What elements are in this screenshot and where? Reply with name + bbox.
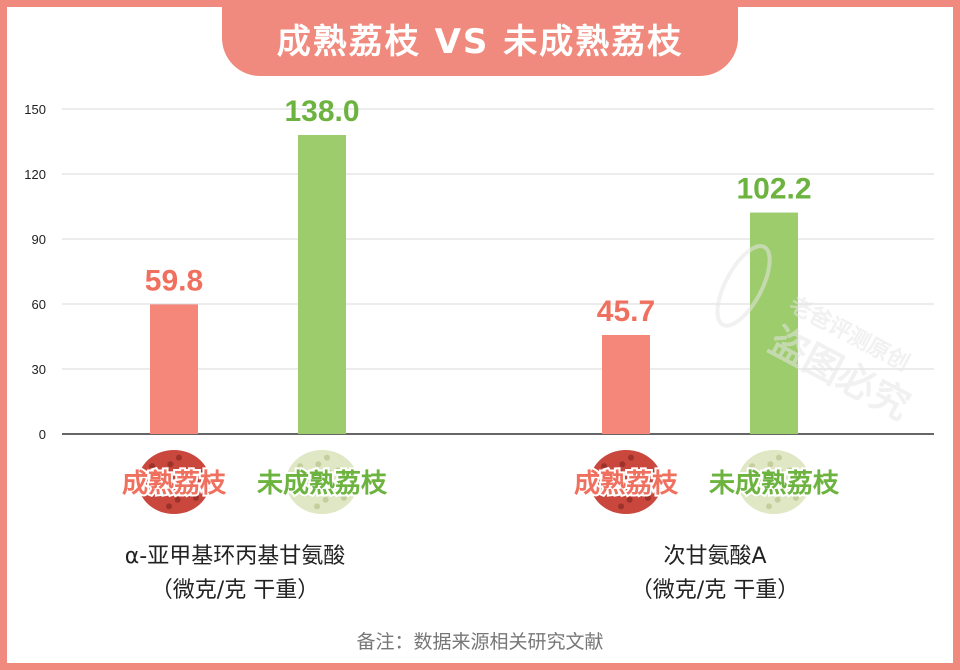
category-label-1: α-亚甲基环丙基甘氨酸 （微克/克 干重）	[40, 540, 430, 608]
y-tick-label: 90	[32, 232, 46, 247]
series-name-label: 成熟荔枝	[122, 468, 227, 499]
category-label-2-line1: 次甘氨酸A	[663, 544, 767, 569]
bar	[298, 135, 346, 434]
bar	[602, 334, 650, 434]
data-label: 102.2	[736, 173, 811, 206]
y-tick-label: 0	[39, 427, 46, 442]
source-note: 备注：数据来源相关研究文献	[356, 631, 604, 653]
category-label-1-line1: α-亚甲基环丙基甘氨酸	[124, 544, 346, 569]
category-label-2-line2: （微克/克 干重）	[630, 578, 800, 603]
unripe-lychee-icon	[738, 450, 810, 514]
unripe-lychee-icon	[286, 450, 358, 514]
ripe-lychee-icon	[138, 450, 210, 514]
y-tick-label: 120	[24, 167, 46, 182]
category-label-1-line2: （微克/克 干重）	[150, 578, 320, 603]
y-tick-label: 150	[24, 102, 46, 117]
y-tick-label: 30	[32, 362, 46, 377]
series-name-label: 未成熟荔枝	[257, 468, 388, 499]
bar	[750, 212, 798, 434]
ripe-lychee-icon	[590, 450, 662, 514]
chart-title: 成熟荔枝 VS 未成熟荔枝	[222, 0, 738, 76]
series-name-label: 成熟荔枝	[574, 468, 679, 499]
data-label: 45.7	[597, 295, 655, 328]
series-name-label: 未成熟荔枝	[709, 468, 840, 499]
data-label: 59.8	[145, 264, 203, 297]
data-label: 138.0	[284, 95, 359, 128]
watermark-figure-icon	[715, 244, 772, 328]
category-label-2: 次甘氨酸A （微克/克 干重）	[520, 540, 910, 608]
bar	[150, 304, 198, 434]
y-tick-label: 60	[32, 297, 46, 312]
